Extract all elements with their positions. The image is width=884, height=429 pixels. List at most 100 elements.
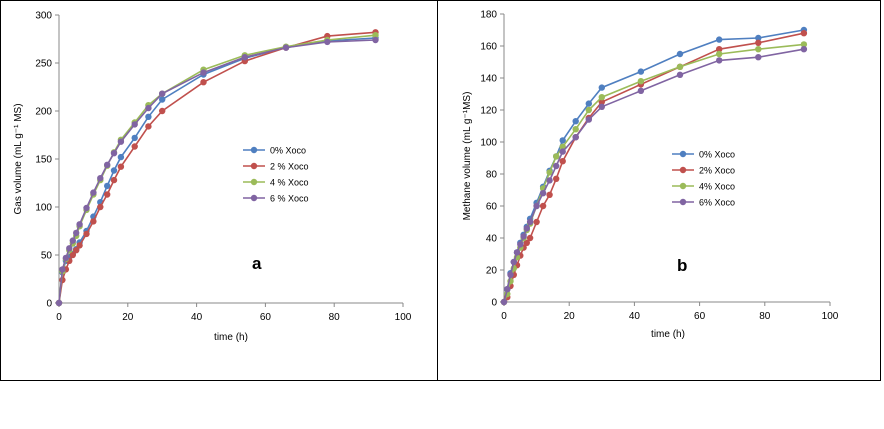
legend-swatch-marker <box>679 166 687 174</box>
data-point <box>131 134 138 142</box>
legend-label: 2% Xoco <box>699 166 735 176</box>
data-point <box>553 175 560 182</box>
data-point <box>200 79 207 86</box>
data-point <box>110 150 118 157</box>
y-tick-label: 250 <box>35 59 52 70</box>
data-point <box>716 57 723 64</box>
y-tick-label: 180 <box>480 10 497 21</box>
data-point <box>110 167 118 174</box>
data-point <box>282 44 290 51</box>
data-point <box>159 107 166 115</box>
data-point <box>539 190 547 197</box>
data-point <box>637 87 645 95</box>
data-point <box>69 237 77 244</box>
data-point <box>523 225 530 232</box>
series-group-a <box>55 29 379 307</box>
data-point <box>676 71 684 79</box>
x-tick-label: 40 <box>629 311 641 322</box>
data-point <box>755 39 762 46</box>
y-tick-label: 0 <box>491 298 497 309</box>
data-point <box>510 258 517 266</box>
data-point <box>97 203 104 211</box>
y-tick-label: 60 <box>486 202 498 213</box>
data-point <box>104 182 111 190</box>
data-point <box>533 202 540 210</box>
data-point <box>546 191 553 198</box>
legend-swatch-marker <box>679 182 687 190</box>
data-point <box>90 189 97 196</box>
x-tick-label: 100 <box>395 312 412 323</box>
data-point <box>104 161 111 168</box>
legend-label: 6 % Xoco <box>270 194 309 204</box>
data-point <box>372 36 379 44</box>
data-point <box>55 299 63 307</box>
data-point <box>755 34 762 42</box>
data-point <box>676 50 684 58</box>
data-point <box>159 90 166 97</box>
data-point <box>62 254 70 262</box>
y-tick-label: 80 <box>486 170 498 181</box>
legend-swatch-marker <box>250 194 258 202</box>
data-point <box>572 134 579 141</box>
data-point <box>526 218 534 226</box>
data-point <box>145 123 152 130</box>
data-point <box>559 137 566 144</box>
series-line-3 <box>503 48 805 303</box>
data-point <box>517 241 524 248</box>
y-ticks-b: 0 20 40 60 80 100 120 140 160 180 <box>480 10 504 309</box>
data-point <box>598 98 605 106</box>
data-point <box>553 153 560 160</box>
data-point <box>559 148 566 155</box>
y-ticks-a: 0 50 100 150 200 250 300 <box>35 11 59 310</box>
data-point <box>598 94 605 101</box>
x-ticks-a: 0 20 40 60 80 100 <box>56 303 412 323</box>
data-point <box>676 63 684 70</box>
data-point <box>76 221 83 228</box>
y-tick-label: 140 <box>480 74 497 85</box>
x-axis-title-a: time (h) <box>214 332 248 343</box>
panel-label-b: b <box>677 256 687 275</box>
data-point <box>585 100 592 107</box>
series-line-1 <box>503 32 805 303</box>
data-point <box>520 233 527 240</box>
data-point <box>546 169 553 176</box>
data-point <box>533 218 540 226</box>
data-point <box>76 242 83 249</box>
data-point <box>637 78 645 85</box>
series-line-0 <box>503 29 805 303</box>
data-point <box>73 247 80 254</box>
y-axis-title-b: Methane volume (mL g⁻¹MS) <box>462 92 473 221</box>
y-tick-label: 160 <box>480 42 497 53</box>
data-point <box>800 30 808 37</box>
series-line-3 <box>58 39 376 304</box>
axes-b <box>503 14 830 303</box>
data-point <box>372 32 379 39</box>
legend-swatch-marker <box>679 198 687 206</box>
data-point <box>523 239 530 246</box>
panel-label-a: a <box>252 254 262 273</box>
data-point <box>83 230 90 238</box>
y-axis-title-a: Gas volume (mL g⁻¹ MS) <box>13 103 24 214</box>
data-point <box>66 245 73 252</box>
x-tick-label: 20 <box>564 311 576 322</box>
x-axis-title-b: time (h) <box>651 329 685 340</box>
data-point <box>117 138 125 145</box>
data-point <box>513 249 521 256</box>
y-tick-label: 20 <box>486 266 498 277</box>
x-tick-label: 100 <box>822 311 839 322</box>
legend-swatch-marker <box>250 146 258 154</box>
data-point <box>598 103 605 111</box>
data-point <box>553 162 560 170</box>
data-point <box>504 286 511 293</box>
x-tick-label: 40 <box>191 312 203 323</box>
y-tick-label: 40 <box>486 234 498 245</box>
data-point <box>526 234 534 242</box>
y-tick-label: 300 <box>35 11 52 22</box>
data-point <box>507 271 514 278</box>
data-point <box>637 68 645 75</box>
y-tick-label: 100 <box>35 203 52 214</box>
legend-a: 0% Xoco 2 % Xoco 4 % Xoco 6 % Xoco <box>243 146 309 204</box>
data-point <box>73 229 80 237</box>
data-point <box>117 163 125 170</box>
data-point <box>755 46 762 53</box>
